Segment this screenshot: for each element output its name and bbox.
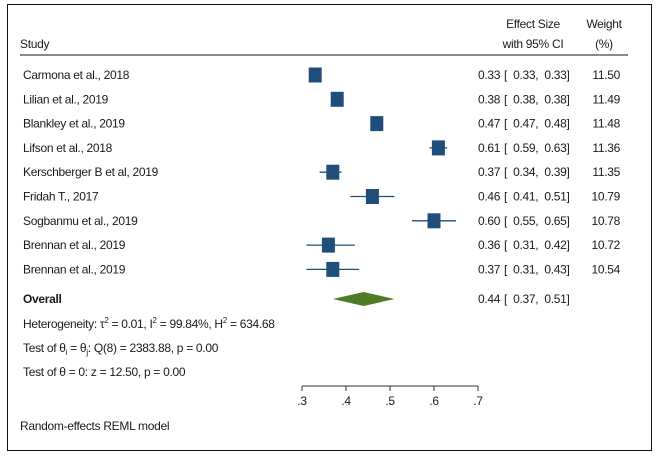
study-name: Kerschberger B et al, 2019 (23, 165, 159, 179)
effect-marker (326, 164, 340, 180)
axis-tick-label: .4 (341, 394, 351, 408)
effect-marker (326, 261, 340, 277)
study-row: Sogbanmu et al., 2019 0.60[ 0.55, 0.65] 10… (23, 213, 621, 229)
ci-value: [ 0.47, 0.48] (504, 117, 570, 131)
weight-value: 10.78 (591, 214, 620, 228)
study-row: Brennan et al., 2019 0.36[ 0.31, 0.42] 10.… (23, 237, 621, 253)
effect-marker (308, 67, 322, 83)
weight-value: 11.50 (592, 68, 620, 82)
weight-value: 10.72 (591, 238, 620, 252)
effect-size-value: 0.47 (478, 117, 501, 131)
ci-value: [ 0.34, 0.39] (504, 165, 570, 179)
ci-value: [ 0.31, 0.43] (504, 262, 570, 276)
overall-ci: [ 0.37, 0.51] (504, 292, 570, 306)
chart-frame (7, 4, 652, 451)
study-name: Sogbanmu et al., 2019 (23, 214, 138, 228)
study-name: Brennan et al., 2019 (23, 238, 126, 252)
effect-marker (431, 140, 445, 156)
effect-marker (330, 91, 344, 107)
effect-size-value: 0.33 (478, 68, 501, 82)
ci-value: [ 0.33, 0.33] (504, 68, 570, 82)
header-study: Study (20, 37, 49, 51)
study-name: Lifson et al., 2018 (23, 141, 113, 155)
header-effect-size: Effect Size (506, 17, 560, 31)
effect-size-value: 0.37 (478, 262, 501, 276)
study-name: Carmona et al., 2018 (23, 68, 130, 82)
axis-tick-label: .5 (385, 394, 395, 408)
study-name: Blankley et al., 2019 (23, 117, 125, 131)
effect-size-value: 0.60 (478, 214, 501, 228)
test-theta-zero-stat: Test of θ = 0: z = 12.50, p = 0.00 (23, 365, 186, 379)
effect-marker (427, 213, 441, 229)
study-row: Kerschberger B et al, 2019 0.37[ 0.34, 0.… (23, 164, 621, 180)
effect-marker (321, 237, 335, 253)
ci-value: [ 0.31, 0.42] (504, 238, 570, 252)
study-row: Carmona et al., 2018 0.33[ 0.33, 0.33] 11.… (23, 67, 621, 83)
axis-tick-label: .6 (429, 394, 439, 408)
heterogeneity-stat: Heterogeneity: τ2 = 0.01, I2 = 99.84%, H… (23, 316, 275, 331)
study-name: Fridah T., 2017 (23, 190, 99, 204)
overall-diamond (332, 292, 395, 306)
overall-label: Overall (23, 292, 62, 306)
study-name: Brennan et al., 2019 (23, 262, 126, 276)
study-row: Fridah T., 2017 0.46[ 0.41, 0.51] 10.79 (23, 189, 621, 204)
test-theta-equal-stat: Test of θi = θj: Q(8) = 2383.88, p = 0.0… (23, 341, 219, 357)
header-weight: Weight (586, 17, 622, 31)
header-weight-unit: (%) (595, 37, 613, 51)
header-ci: with 95% CI (502, 37, 564, 51)
axis-tick-label: .7 (473, 394, 483, 408)
ci-value: [ 0.41, 0.51] (504, 190, 570, 204)
overall-es: 0.44 (478, 292, 501, 306)
x-axis: .3 .4 .5 .6 .7 (297, 385, 484, 408)
weight-value: 11.35 (592, 165, 620, 179)
ci-value: [ 0.59, 0.63] (504, 141, 570, 155)
weight-value: 11.48 (592, 117, 620, 131)
effect-marker (365, 189, 379, 204)
weight-value: 11.36 (592, 141, 620, 155)
model-note: Random-effects REML model (20, 419, 169, 433)
weight-value: 11.49 (592, 92, 620, 106)
effect-size-value: 0.61 (478, 141, 501, 155)
study-row: Blankley et al., 2019 0.47[ 0.47, 0.48] 11… (23, 116, 621, 132)
axis-tick-label: .3 (297, 394, 307, 408)
study-row: Lilian et al., 2019 0.38[ 0.38, 0.38] 11.4… (23, 91, 621, 107)
ci-value: [ 0.55, 0.65] (504, 214, 570, 228)
effect-marker (370, 116, 384, 132)
effect-size-value: 0.36 (478, 238, 501, 252)
study-name: Lilian et al., 2019 (23, 92, 109, 106)
effect-size-value: 0.38 (478, 92, 501, 106)
weight-value: 10.79 (591, 190, 620, 204)
effect-size-value: 0.46 (478, 190, 501, 204)
weight-value: 10.54 (591, 262, 620, 276)
ci-value: [ 0.38, 0.38] (504, 92, 570, 106)
study-row: Brennan et al., 2019 0.37[ 0.31, 0.43] 10.… (23, 261, 621, 277)
effect-size-value: 0.37 (478, 165, 501, 179)
study-row: Lifson et al., 2018 0.61[ 0.59, 0.63] 11.3… (23, 140, 621, 156)
